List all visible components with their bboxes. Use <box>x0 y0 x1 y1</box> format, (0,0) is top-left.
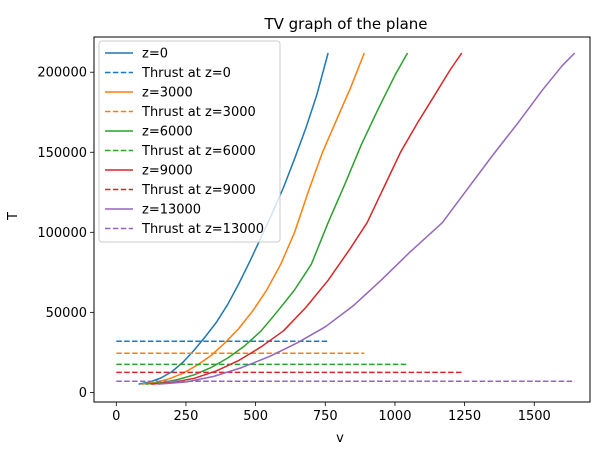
legend-label-2: z=3000 <box>142 86 193 101</box>
legend-label-0: z=0 <box>142 47 168 62</box>
plot-frame <box>93 36 591 403</box>
legend-label-6: z=9000 <box>142 164 193 179</box>
y-tick-label-0: 0 <box>79 386 87 401</box>
x-ticks: 0 250 500 750 1000 1250 1500 <box>112 402 551 424</box>
y-tick-label-2: 100000 <box>37 226 87 241</box>
x-axis-label: v <box>336 431 344 446</box>
legend-box <box>98 40 281 243</box>
series-line-6 <box>151 52 463 385</box>
y-tick-label-1: 50000 <box>46 306 87 321</box>
y-tick-label-3: 150000 <box>37 146 87 161</box>
y-ticks: 0 50000 100000 150000 200000 <box>37 66 94 401</box>
x-tick-label-5: 1250 <box>448 409 481 424</box>
x-tick-label-1: 250 <box>174 409 199 424</box>
series-line-2 <box>141 52 365 385</box>
legend-label-5: Thrust at z=6000 <box>141 144 256 159</box>
series-line-8 <box>158 52 576 385</box>
x-tick-label-3: 750 <box>313 409 338 424</box>
chart-title: TV graph of the plane <box>263 15 427 33</box>
legend-label-9: Thrust at z=13000 <box>141 222 264 237</box>
series-line-0 <box>138 52 329 385</box>
legend-label-4: z=6000 <box>142 125 193 140</box>
legend-label-1: Thrust at z=0 <box>141 66 231 81</box>
series-line-4 <box>145 52 409 385</box>
x-tick-label-2: 500 <box>243 409 268 424</box>
x-tick-label-6: 1500 <box>518 409 551 424</box>
y-axis-label: T <box>6 212 21 221</box>
legend-label-8: z=13000 <box>142 203 201 218</box>
legend: z=0 Thrust at z=0 z=3000 Thrust at z=3000 z=… <box>98 40 281 243</box>
series-layer <box>116 52 576 385</box>
y-tick-label-4: 200000 <box>37 66 87 81</box>
x-tick-label-4: 1000 <box>378 409 411 424</box>
legend-label-7: Thrust at z=9000 <box>141 183 256 198</box>
plot-area <box>93 36 591 403</box>
x-tick-label-0: 0 <box>112 409 120 424</box>
legend-label-3: Thrust at z=3000 <box>141 105 256 120</box>
